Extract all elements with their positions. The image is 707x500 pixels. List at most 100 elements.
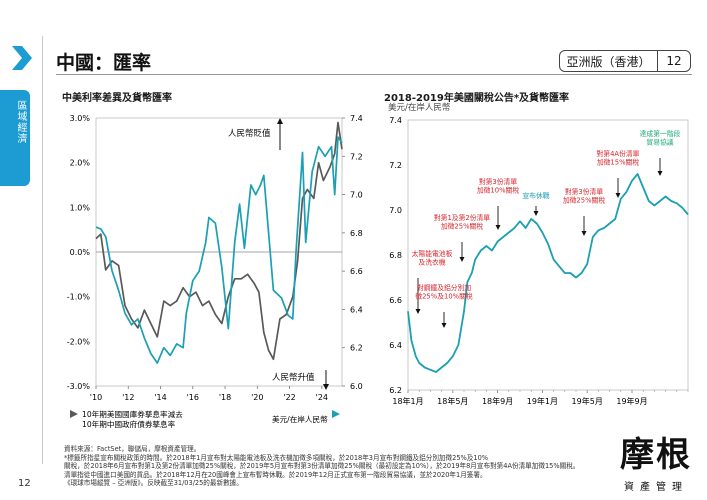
chart1-title: 中美利率差異及貨幣匯率 xyxy=(62,93,172,104)
chart1-x-tick: '20 xyxy=(251,393,263,402)
chart2-series xyxy=(407,173,689,373)
annotation-arrow-head xyxy=(415,309,421,314)
chart2-y-tick: 6.2 xyxy=(389,386,402,395)
tariff-annotation-label: 對第1及第2份清單加徵25%關稅 xyxy=(434,213,490,231)
chart1-left-tick: 2.0% xyxy=(70,159,91,168)
chart2-y-tick: 7.2 xyxy=(389,161,402,170)
legend-spread-line1: 10年期美國國庫券孳息率減去 xyxy=(82,409,183,419)
region-badge: 亞洲版（香港） 12 xyxy=(559,50,691,72)
chart1-right-tick: 6.6 xyxy=(350,267,363,276)
chart1-right-tick: 6.8 xyxy=(350,229,363,238)
chart2-subtitle: 美元/在岸人民幣 xyxy=(388,103,451,113)
chart2-plot-frame xyxy=(407,119,689,391)
chart1-left-tick: 3.0% xyxy=(70,114,91,123)
tariff-annotation-label: 對第3份清單加徵25%關稅 xyxy=(563,187,605,205)
chart2-y-tick: 7.4 xyxy=(389,116,402,125)
chart1-x-tick: '24 xyxy=(316,393,328,402)
note-line: *標籤所指星宣布關稅政策的時間。於2018年1月宣布對太陽能電池板及洗衣機加徵多… xyxy=(64,453,489,462)
chart1-right-tick: 7.4 xyxy=(350,114,363,123)
chart2-x-tick: 18年9月 xyxy=(482,396,513,406)
note-line: 資料來源：FactSet，聯儲局，摩根資產管理。 xyxy=(64,445,201,453)
chart1-x-tick: '12 xyxy=(122,393,134,402)
chart1-right-axis: 7.4 7.2 7.0 6.8 6.6 6.4 6.2 6.0 xyxy=(342,114,363,391)
chart1-annotations: 人民幣貶值 人民幣升值 xyxy=(228,118,329,390)
chart1-x-tick: '16 xyxy=(187,393,199,402)
chart1-x-axis: '10 '12 '14 '16 '18 '20 '22 '24 xyxy=(90,386,328,402)
legend-teal-triangle xyxy=(332,410,340,418)
chart2-x-tick: 19年1月 xyxy=(527,396,558,406)
chart1-series xyxy=(95,121,343,364)
chart1-right-tick: 6.2 xyxy=(350,344,363,353)
tariff-annotation-label: 達成第一階段貿易協議 xyxy=(640,129,681,147)
chart1-left-axis: 3.0% 2.0% 1.0% 0.0% -1.0% -2.0% -3.0% xyxy=(67,114,91,391)
chart1-left-tick: -2.0% xyxy=(67,337,91,346)
chart1-right-tick: 6.4 xyxy=(350,305,363,314)
annotation-arrow-head xyxy=(495,225,501,230)
chart1-left-tick: -3.0% xyxy=(67,382,91,391)
chart1-right-tick: 7.2 xyxy=(350,152,363,161)
chart2-x-tick: 18年5月 xyxy=(437,396,468,406)
legend-fx: 美元/在岸人民幣 xyxy=(272,414,328,424)
chart2-x-tick: 19年9月 xyxy=(616,396,647,406)
chart1-series-usdcny xyxy=(95,136,343,364)
header-rule xyxy=(56,74,692,75)
chart1-left-tick: -1.0% xyxy=(67,293,91,302)
tariff-annotation-label: 宣布休戰 xyxy=(522,191,549,200)
chart1-left-tick: 0.0% xyxy=(70,248,91,257)
annotation-arrow-head xyxy=(657,171,663,176)
jpmorgan-asset-management-logo: 摩根 資產管理 xyxy=(616,436,696,493)
logo-main-text: 摩根 xyxy=(620,435,692,475)
annotation-arrow-head xyxy=(441,323,447,328)
chart1-x-tick: '14 xyxy=(154,393,166,402)
tariff-annotation-label: 對第3份清單加徵10%關稅 xyxy=(477,177,519,195)
page-number: 12 xyxy=(18,478,31,489)
chart2-x-axis: 18年1月 18年5月 18年9月 19年1月 19年5月 19年9月 xyxy=(392,390,689,406)
note-line: 清單指從中國進口美國的貨品。於2018年12月在20國峰會上宣布暫時休戰。於20… xyxy=(64,470,487,479)
annotation-arrow-head xyxy=(615,193,621,198)
legend-spread-line2: 10年期中國政府債券孳息率 xyxy=(82,419,176,429)
source-notes: 資料來源：FactSet，聯儲局，摩根資產管理。 *標籤所指星宣布關稅政策的時間… xyxy=(64,445,624,488)
chart1-right-tick: 7.0 xyxy=(350,191,363,200)
legend-grey-triangle xyxy=(70,410,78,418)
vertical-divider xyxy=(42,36,43,464)
note-line: 關稅，於2018年6月宣布對第1及第2份清單加徵25%關稅，於2019年5月宣布… xyxy=(64,462,580,471)
annotation-rmb-depreciation: 人民幣貶值 xyxy=(228,128,271,139)
side-tab-regional-economy[interactable]: 區域經濟 xyxy=(0,90,30,186)
chart1-x-tick: '18 xyxy=(219,393,231,402)
badge-page-number: 12 xyxy=(657,51,690,71)
annotation-arrow-head xyxy=(459,257,465,262)
chart2-x-tick: 19年5月 xyxy=(572,396,603,406)
region-label: 亞洲版（香港） xyxy=(566,54,651,69)
logo-sub-text: 資產管理 xyxy=(624,482,688,493)
chart2-y-tick: 6.8 xyxy=(389,251,402,260)
annotation-arrow-head xyxy=(581,231,587,236)
page-title: 中國：匯率 xyxy=(56,52,152,74)
chart1-x-tick: '10 xyxy=(90,393,102,402)
tariff-annotation-label: 太陽能電池板及洗衣機 xyxy=(412,249,453,267)
chart1-rate-spread-vs-fx: 3.0%2.0%1.0%0.0%-1.0%-2.0%-3.0% 7.47.27.… xyxy=(67,114,363,429)
chart1-series-rate-spread xyxy=(95,121,343,361)
arrow-up-head xyxy=(277,118,283,124)
chevron-right-icon[interactable] xyxy=(10,44,34,72)
note-line: 《環球市場縱覽 – 亞洲版》。反映截至31/03/25的最新數據。 xyxy=(64,479,243,488)
tariff-annotation-label: 對鋼鐵及鋁分別加徵25%及10%關稅 xyxy=(415,283,473,301)
chart2-tariff-announcements-fx: 7.4 7.2 7.0 6.8 6.6 6.4 6.2 18年1月 18年5月 18年9月 19年… xyxy=(389,116,689,406)
arrow-down-head xyxy=(323,384,329,390)
chart2-y-axis: 7.4 7.2 7.0 6.8 6.6 6.4 6.2 xyxy=(389,116,402,395)
chart2-y-tick: 6.6 xyxy=(389,296,402,305)
chart1-x-tick: '22 xyxy=(283,393,295,402)
chart2-x-tick: 18年1月 xyxy=(392,396,423,406)
annotation-rmb-appreciation: 人民幣升值 xyxy=(272,372,315,383)
chart2-y-tick: 6.4 xyxy=(389,341,402,350)
chart1-left-tick: 1.0% xyxy=(70,203,91,212)
tariff-annotation-label: 對第4A份清單加徵15%關稅 xyxy=(597,149,640,167)
chart2-gridlines xyxy=(407,119,689,391)
side-tab-label: 區域經濟 xyxy=(15,100,26,144)
annotation-arrow-head xyxy=(533,211,539,216)
chart2-y-tick: 7.0 xyxy=(389,206,402,215)
chart2-series-usdcny xyxy=(407,173,689,373)
chart2-title: 2018-2019年美國關稅公告*及貨幣匯率 xyxy=(384,93,570,104)
chart1-legend: 10年期美國國庫券孳息率減去 10年期中國政府債券孳息率 美元/在岸人民幣 xyxy=(70,409,340,429)
chart1-right-tick: 6.0 xyxy=(350,382,363,391)
